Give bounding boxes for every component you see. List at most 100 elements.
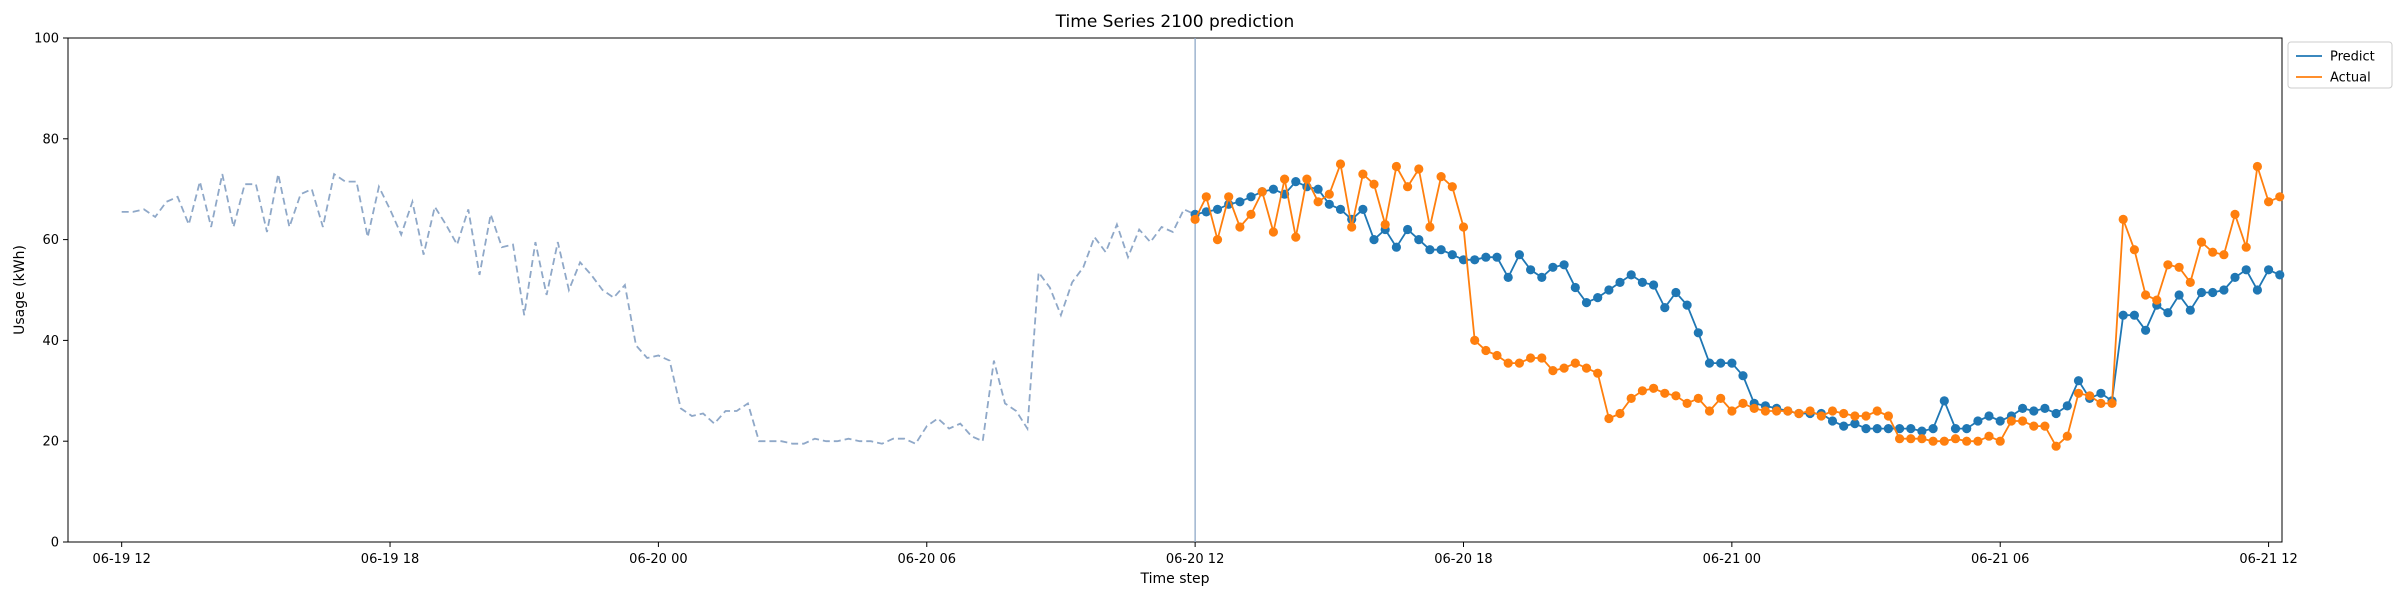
x-tick-label: 06-20 12 xyxy=(1166,552,1224,567)
actual-point xyxy=(1458,222,1469,232)
actual-point xyxy=(1291,232,1301,242)
actual-point xyxy=(1995,436,2005,446)
actual-point xyxy=(1917,434,1927,444)
actual-point xyxy=(2219,250,2229,260)
actual-point xyxy=(1403,182,1413,192)
predict-point xyxy=(1425,245,1435,255)
actual-point xyxy=(1313,197,1323,207)
actual-point xyxy=(1772,406,1782,416)
predict-point xyxy=(1212,204,1223,214)
actual-point xyxy=(1682,398,1692,408)
predict-point xyxy=(2230,272,2240,282)
predict-point xyxy=(1268,184,1278,194)
predict-point xyxy=(2051,408,2061,419)
predict-point xyxy=(1995,416,2005,426)
predict-point xyxy=(1939,396,1949,406)
actual-point xyxy=(1503,358,1513,368)
actual-point xyxy=(1268,227,1278,237)
predict-point xyxy=(1604,285,1614,295)
actual-point xyxy=(1212,235,1223,245)
predict-point xyxy=(1514,250,1524,260)
actual-point xyxy=(2096,398,2106,408)
predict-point xyxy=(1895,424,1905,434)
actual-line xyxy=(1194,160,2281,448)
actual-point xyxy=(1190,214,1200,224)
actual-point xyxy=(1738,398,1748,408)
actual-point xyxy=(2051,441,2061,451)
predict-point xyxy=(1436,245,1446,255)
actual-point xyxy=(1414,164,1424,174)
actual-point xyxy=(2252,161,2262,172)
actual-point xyxy=(2118,214,2128,224)
actual-point xyxy=(2029,421,2039,431)
actual-point xyxy=(2241,242,2251,252)
predict-point xyxy=(1570,282,1580,293)
y-tick-label: 60 xyxy=(42,233,59,248)
predict-point xyxy=(1414,235,1424,245)
actual-point xyxy=(1447,182,1457,192)
actual-point xyxy=(1984,431,1994,441)
actual-point xyxy=(1246,209,1256,219)
predict-point xyxy=(1593,293,1603,303)
actual-point xyxy=(2174,262,2184,272)
actual-point xyxy=(1660,388,1670,398)
predict-point xyxy=(1335,204,1346,214)
y-tick-label: 20 xyxy=(42,435,59,450)
predict-point xyxy=(2040,403,2050,413)
predict-point xyxy=(1581,298,1592,308)
actual-point xyxy=(2196,237,2207,247)
predict-point xyxy=(2163,308,2173,318)
x-axis-label: Time step xyxy=(1140,571,1210,587)
actual-point xyxy=(1704,406,1715,416)
actual-point xyxy=(1749,403,1759,413)
predict-point xyxy=(1738,371,1748,381)
predict-point xyxy=(1850,419,1860,429)
predict-point xyxy=(1291,177,1301,187)
predict-point xyxy=(1861,424,1871,434)
actual-point xyxy=(2107,398,2117,408)
actual-point xyxy=(2152,295,2162,305)
predict-point xyxy=(2029,406,2039,416)
actual-point xyxy=(1727,406,1737,416)
predict-point xyxy=(1447,250,1457,260)
actual-point xyxy=(1302,174,1312,184)
actual-point xyxy=(1201,192,1211,202)
legend-label-predict: Predict xyxy=(2330,50,2375,65)
predict-point xyxy=(1615,277,1625,287)
x-tick-label: 06-20 00 xyxy=(629,552,687,567)
actual-point xyxy=(2062,431,2072,441)
predict-point xyxy=(1313,184,1323,194)
actual-point xyxy=(1816,411,1826,421)
predict-point xyxy=(1201,207,1211,217)
predict-point xyxy=(2185,305,2195,315)
predict-point xyxy=(1906,424,1916,434)
actual-point xyxy=(1839,408,1849,419)
actual-point xyxy=(1559,363,1569,373)
predict-point xyxy=(1526,265,1536,275)
actual-point xyxy=(2208,247,2218,257)
predict-point xyxy=(1962,424,1972,434)
predict-point xyxy=(2174,290,2184,300)
actual-point xyxy=(1693,393,1703,403)
actual-point xyxy=(1537,353,1547,363)
history-series xyxy=(121,172,1196,445)
actual-point xyxy=(1347,222,1357,232)
actual-point xyxy=(1716,393,1726,403)
x-tick-label: 06-20 18 xyxy=(1434,552,1492,567)
actual-point xyxy=(1973,436,1983,446)
predict-point xyxy=(1548,262,1558,272)
legend: Predict Actual xyxy=(2287,41,2393,89)
x-tick-label: 06-19 12 xyxy=(92,552,150,567)
predict-point xyxy=(1827,416,1838,426)
predict-point xyxy=(1950,424,1961,434)
predict-point xyxy=(2275,270,2285,280)
actual-point xyxy=(2163,260,2173,270)
x-tick-label: 06-19 18 xyxy=(361,552,419,567)
predict-point xyxy=(1872,424,1882,434)
y-tick-label: 100 xyxy=(34,32,59,47)
predict-point xyxy=(1492,252,1502,262)
actual-point xyxy=(1526,353,1536,363)
actual-point xyxy=(1861,411,1871,421)
predict-point xyxy=(2219,285,2229,295)
